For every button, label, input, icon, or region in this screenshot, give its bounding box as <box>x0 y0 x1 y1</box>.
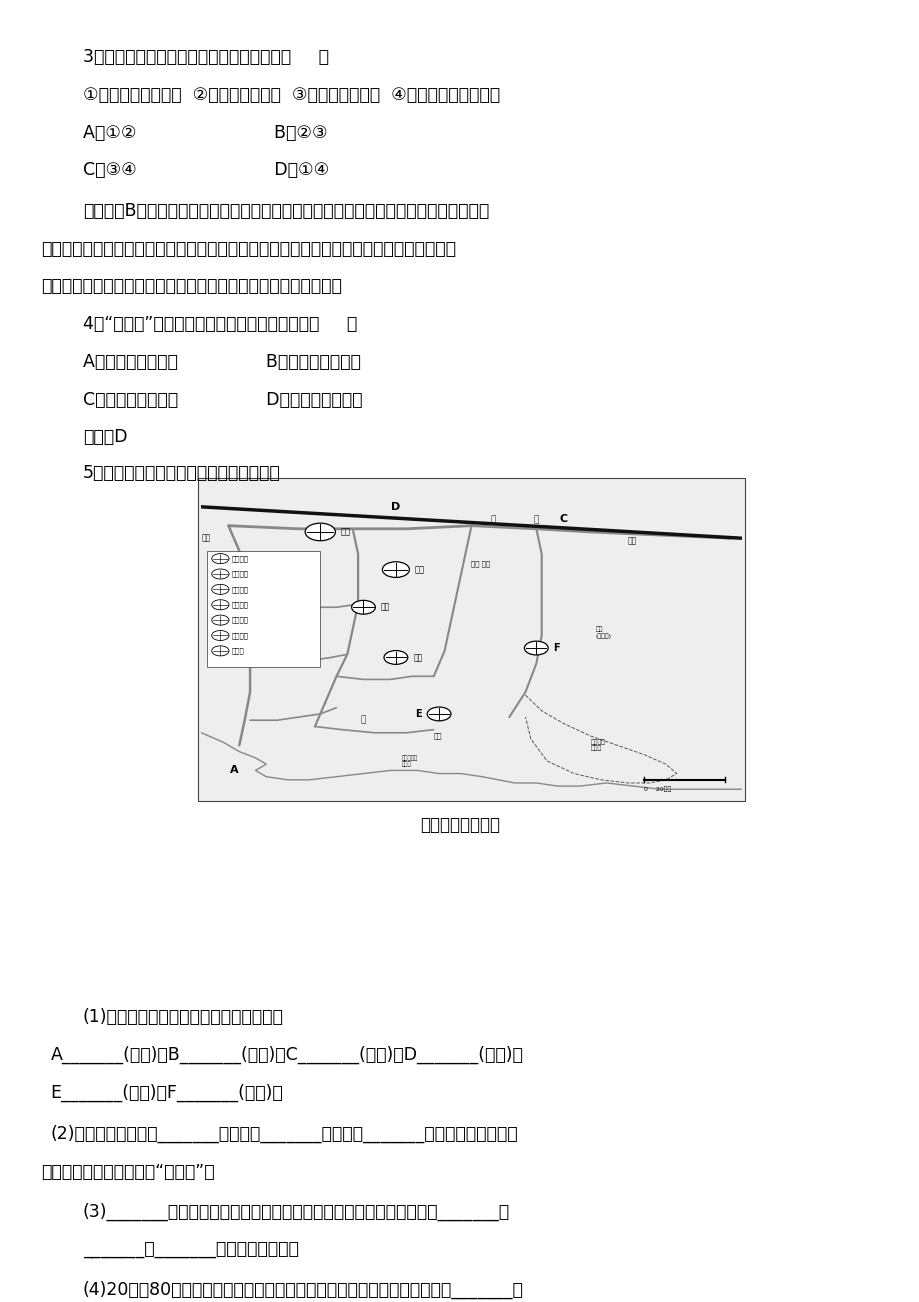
Circle shape <box>305 523 335 540</box>
Circle shape <box>426 707 450 721</box>
Text: C．③④                         D．①④: C．③④ D．①④ <box>83 161 329 180</box>
Circle shape <box>211 569 229 579</box>
Bar <box>207 551 320 667</box>
Text: F: F <box>553 643 560 654</box>
Text: A．大量廉价劳动力                B．充足的农林产品: A．大量廉价劳动力 B．充足的农林产品 <box>83 353 360 371</box>
Text: (2)本区位于广东省的_______部，毘邻_______地区，与_______地区隔海相望，海陆: (2)本区位于广东省的_______部，毘邻_______地区，与_______… <box>51 1125 517 1143</box>
Text: 棚膨工业: 棚膨工业 <box>232 633 248 639</box>
Text: 珠: 珠 <box>360 716 366 725</box>
Text: 交通便利，被称为我国的“南大门”。: 交通便利，被称为我国的“南大门”。 <box>41 1163 215 1181</box>
Text: 东茎 常平: 东茎 常平 <box>471 560 490 566</box>
Text: 机械工业: 机械工业 <box>232 556 248 562</box>
Text: E: E <box>414 708 421 719</box>
Text: 答案：D: 答案：D <box>83 428 127 447</box>
Circle shape <box>211 615 229 625</box>
Text: 解析：选B。随着高速鐵路的开通，珠三角的经济腹地扩大了。高速鐵路不仅分流了客流: 解析：选B。随着高速鐵路的开通，珠三角的经济腹地扩大了。高速鐵路不仅分流了客流 <box>83 202 489 220</box>
Text: B: B <box>240 565 249 574</box>
Circle shape <box>211 646 229 656</box>
Text: _______和_______在内的开放体系。: _______和_______在内的开放体系。 <box>83 1241 299 1259</box>
Text: 中山: 中山 <box>413 654 422 661</box>
Circle shape <box>383 651 407 664</box>
Circle shape <box>382 561 409 578</box>
Text: 番禺: 番禺 <box>414 565 425 574</box>
Text: 5．读珠江三角洲地区图，回答下列问题。: 5．读珠江三角洲地区图，回答下列问题。 <box>83 464 280 482</box>
Text: 量并使客运周转加快，缓解了交通压力。农副产品的附加值低，很少通过高速鐵路来运输。: 量并使客运周转加快，缓解了交通压力。农副产品的附加值低，很少通过高速鐵路来运输。 <box>41 240 456 258</box>
Text: A: A <box>230 766 238 776</box>
Text: 3．武广高速鐵路通车，为珠江三角洲地区（     ）: 3．武广高速鐵路通车，为珠江三角洲地区（ ） <box>83 48 328 66</box>
Text: E_______(城市)；F_______(城市)。: E_______(城市)；F_______(城市)。 <box>51 1083 283 1101</box>
Text: 东: 东 <box>490 514 495 523</box>
Text: 食品工业: 食品工业 <box>232 617 248 624</box>
Text: (4)20世纪80年代以来，珠江三角洲地区利用优越的地理位置，引进大量的_______和: (4)20世纪80年代以来，珠江三角洲地区利用优越的地理位置，引进大量的____… <box>83 1281 523 1299</box>
Text: (3)_______年，珠江三角洲被开辟为沿海经济开发区，形成了一个包括_______、: (3)_______年，珠江三角洲被开辟为沿海经济开发区，形成了一个包括____… <box>83 1203 509 1221</box>
Text: 岭澳
(建设中): 岭澳 (建设中) <box>596 626 611 639</box>
Circle shape <box>211 553 229 564</box>
Text: 惠州: 惠州 <box>628 536 637 546</box>
Text: A_______(海洋)；B_______(河流)；C_______(鐵路)；D_______(城市)；: A_______(海洋)；B_______(河流)；C_______(鐵路)；D… <box>51 1046 523 1064</box>
Text: 澳门厂特别
行政区: 澳门厂特别 行政区 <box>401 755 417 767</box>
Text: 珠江三角洲地区图: 珠江三角洲地区图 <box>420 816 499 835</box>
Text: 珠三角的经济和技术水平更高，可以为湖北地区提供技术和人才。: 珠三角的经济和技术水平更高，可以为湖北地区提供技术和人才。 <box>41 277 342 296</box>
Circle shape <box>211 585 229 595</box>
Circle shape <box>211 630 229 641</box>
Circle shape <box>524 641 548 655</box>
Text: 核电站: 核电站 <box>232 647 244 654</box>
Text: 0    20千米: 0 20千米 <box>643 786 671 793</box>
Text: 澳门: 澳门 <box>433 733 442 740</box>
Text: (1)填出图中字母所代表的地理事物名称。: (1)填出图中字母所代表的地理事物名称。 <box>83 1008 283 1026</box>
Bar <box>198 478 744 801</box>
Text: 肇庆: 肇庆 <box>201 534 210 543</box>
Text: 感化工业: 感化工业 <box>232 586 248 592</box>
Circle shape <box>276 641 300 655</box>
Text: 江: 江 <box>533 514 539 523</box>
Text: 4．“珠三角”可以为湖南、湖北经济的发展提供（     ）: 4．“珠三角”可以为湖南、湖北经济的发展提供（ ） <box>83 315 357 333</box>
Circle shape <box>351 600 375 615</box>
Text: ①提供了技术和人才  ②扩大了经济腹地  ③缓解了交通压力  ④提供充足的农副产品: ①提供了技术和人才 ②扩大了经济腹地 ③缓解了交通压力 ④提供充足的农副产品 <box>83 86 499 104</box>
Text: C: C <box>559 514 567 525</box>
Text: D: D <box>391 501 400 512</box>
Text: A．①②                         B．②③: A．①② B．②③ <box>83 124 327 142</box>
Text: 纺织工业: 纺织工业 <box>232 602 248 608</box>
Text: 香港特别
行政区: 香港特别 行政区 <box>590 740 605 751</box>
Text: 佛山: 佛山 <box>340 527 350 536</box>
Text: C．丰富的矿产资源                D．资金和技术支持: C．丰富的矿产资源 D．资金和技术支持 <box>83 391 362 409</box>
Text: 电子工业: 电子工业 <box>232 570 248 577</box>
Text: 江门: 江门 <box>261 643 270 652</box>
Circle shape <box>211 600 229 609</box>
Text: 顺德: 顺德 <box>380 603 390 612</box>
